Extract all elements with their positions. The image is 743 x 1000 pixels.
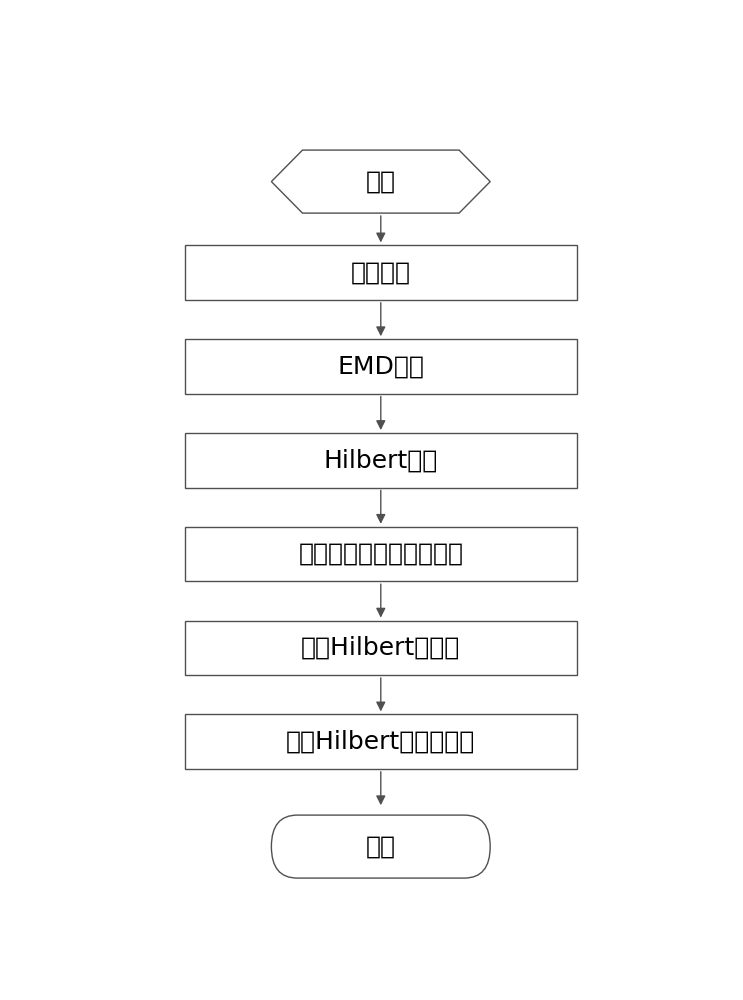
Text: 电流信号: 电流信号	[351, 261, 411, 285]
Text: 开始: 开始	[366, 170, 396, 194]
Text: 利用Hilbert边际谱判定: 利用Hilbert边际谱判定	[286, 730, 476, 754]
Text: 结束: 结束	[366, 835, 396, 859]
Text: Hilbert变换: Hilbert变换	[324, 448, 438, 472]
Polygon shape	[271, 150, 490, 213]
Bar	[185, 245, 577, 300]
Bar	[185, 433, 577, 488]
Text: 利用瞬时频率突变点判定: 利用瞬时频率突变点判定	[298, 542, 464, 566]
Bar	[185, 527, 577, 581]
Bar	[185, 714, 577, 769]
Text: 利用Hilbert谱判定: 利用Hilbert谱判定	[301, 636, 461, 660]
FancyBboxPatch shape	[271, 815, 490, 878]
Text: EMD分解: EMD分解	[337, 354, 424, 378]
Bar	[185, 620, 577, 675]
Bar	[185, 339, 577, 394]
